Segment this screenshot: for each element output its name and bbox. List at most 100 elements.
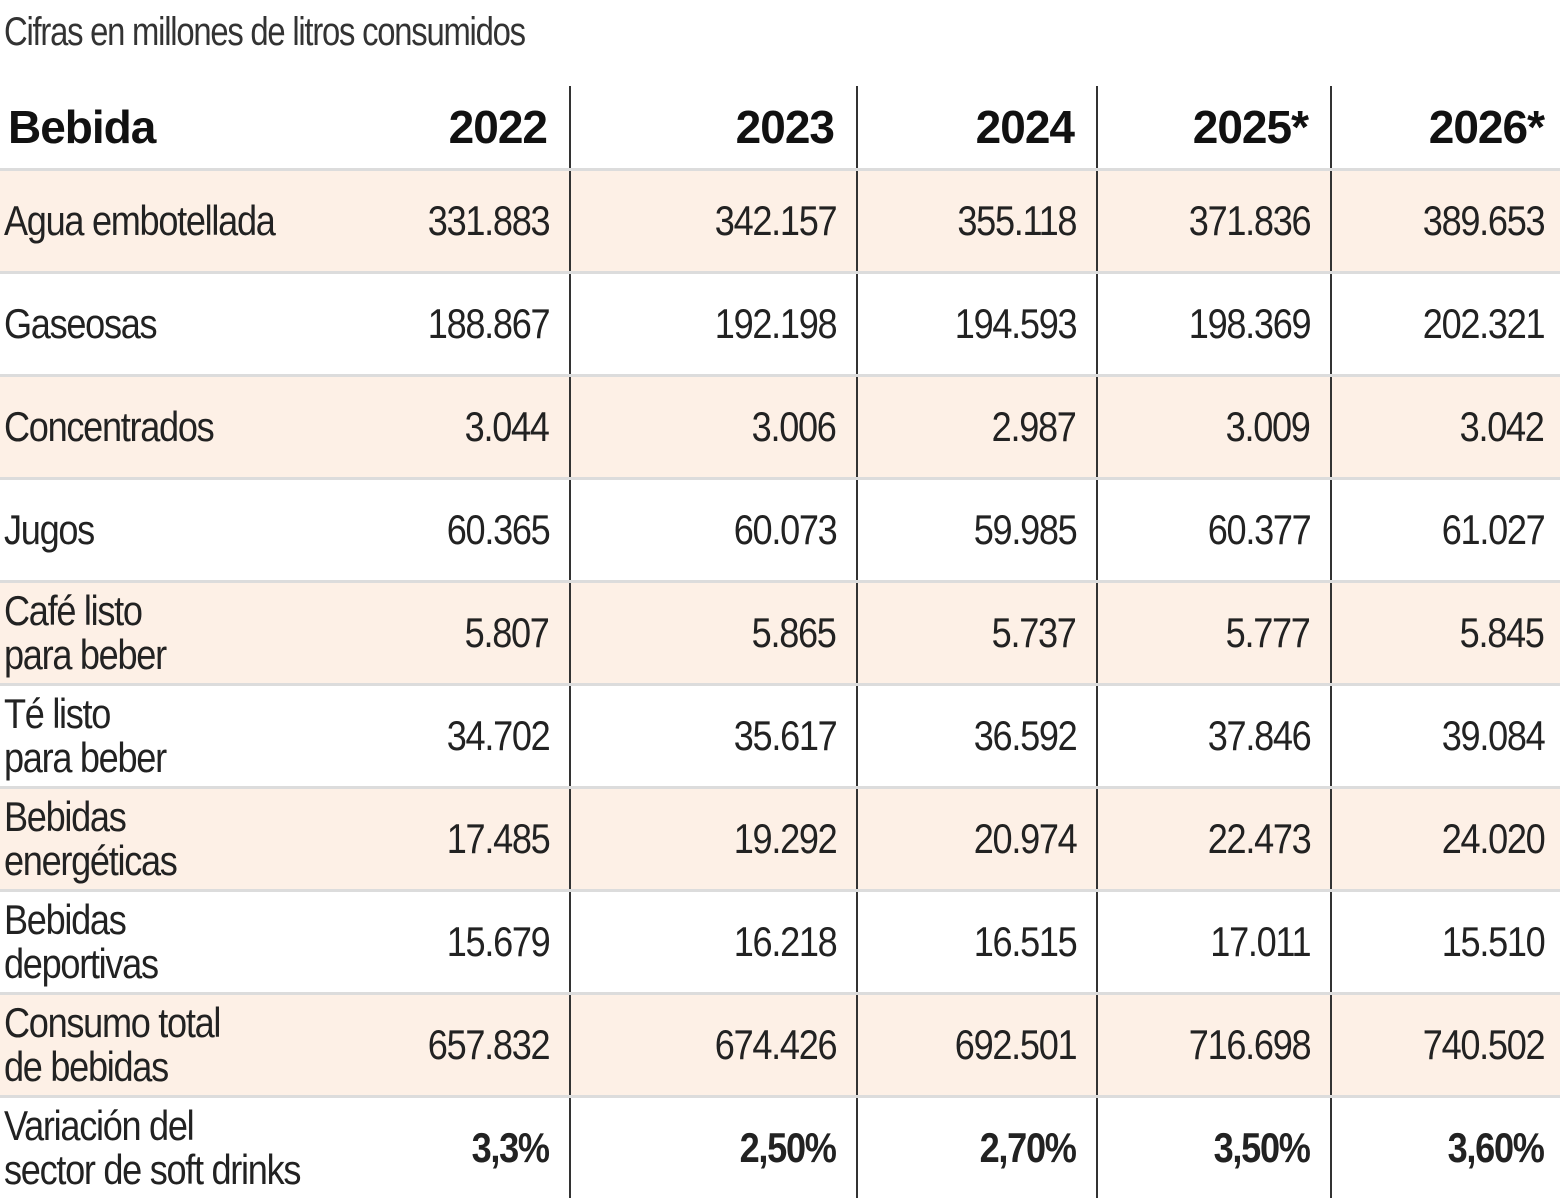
row-label-line: Consumo total — [4, 999, 221, 1046]
cell-value: 331.883 — [427, 197, 550, 244]
cell-value: 15.679 — [446, 918, 550, 965]
cell-value: 202.321 — [1422, 300, 1545, 347]
cell-agua-embotellada-2022: 331.883 — [358, 168, 571, 273]
cell-value: 192.198 — [714, 300, 837, 347]
cell-value: 692.501 — [954, 1021, 1077, 1068]
row-label-consumo-total: Consumo total de bebidas — [0, 992, 358, 1097]
cell-consumo-total-2026: 740.502 — [1331, 992, 1560, 1097]
cell-value: 2,50% — [740, 1124, 837, 1171]
cell-value: 3.006 — [752, 403, 837, 450]
table-row-variacion-sector: Variación del sector de soft drinks 3,3% 2,… — [0, 1095, 1560, 1198]
cell-value: 35.617 — [733, 712, 837, 759]
cell-gaseosas-2024: 194.593 — [857, 271, 1098, 376]
cell-bebidas-deportivas-2025: 17.011 — [1097, 889, 1332, 994]
cell-cafe-listo-2026: 5.845 — [1331, 580, 1560, 685]
cell-value: 16.218 — [733, 918, 837, 965]
cell-variacion-sector-2022: 3,3% — [358, 1095, 571, 1198]
cell-agua-embotellada-2023: 342.157 — [570, 168, 858, 273]
row-label-line: Bebidas — [4, 793, 127, 840]
row-label-agua-embotellada: Agua embotellada — [0, 168, 358, 273]
cell-value: 3,3% — [471, 1124, 550, 1171]
cell-value: 3.042 — [1460, 403, 1545, 450]
cell-bebidas-deportivas-2026: 15.510 — [1331, 889, 1560, 994]
cell-variacion-sector-2026: 3,60% — [1331, 1095, 1560, 1198]
header-2024: 2024 — [857, 86, 1098, 170]
cell-value: 674.426 — [714, 1021, 837, 1068]
cell-consumo-total-2022: 657.832 — [358, 992, 571, 1097]
cell-value: 39.084 — [1441, 712, 1545, 759]
cell-value: 60.073 — [733, 506, 837, 553]
table-row-jugos: Jugos 60.365 60.073 59.985 60.377 61.027 — [0, 477, 1560, 582]
header-2023: 2023 — [570, 86, 858, 170]
cell-value: 371.836 — [1188, 197, 1311, 244]
row-label-line: para beber — [4, 734, 167, 781]
cell-value: 5.845 — [1460, 609, 1545, 656]
row-label-cafe-listo: Café listo para beber — [0, 580, 358, 685]
cell-concentrados-2024: 2.987 — [857, 374, 1098, 479]
cell-cafe-listo-2024: 5.737 — [857, 580, 1098, 685]
cell-value: 740.502 — [1422, 1021, 1545, 1068]
row-label-variacion-sector: Variación del sector de soft drinks — [0, 1095, 358, 1198]
table-row-cafe-listo: Café listo para beber 5.807 5.865 5.737 5.777… — [0, 580, 1560, 685]
cell-value: 5.777 — [1226, 609, 1311, 656]
cell-gaseosas-2022: 188.867 — [358, 271, 571, 376]
cell-value: 19.292 — [733, 815, 837, 862]
cell-value: 60.365 — [446, 506, 550, 553]
cell-value: 716.698 — [1188, 1021, 1311, 1068]
cell-cafe-listo-2023: 5.865 — [570, 580, 858, 685]
cell-value: 61.027 — [1441, 506, 1545, 553]
cell-te-listo-2025: 37.846 — [1097, 683, 1332, 788]
cell-value: 24.020 — [1441, 815, 1545, 862]
cell-value: 60.377 — [1207, 506, 1311, 553]
row-label-line: Concentrados — [4, 403, 215, 450]
row-label-line: energéticas — [4, 837, 178, 884]
row-label-line: sector de soft drinks — [4, 1146, 301, 1193]
cell-gaseosas-2023: 192.198 — [570, 271, 858, 376]
cell-value: 17.011 — [1209, 918, 1311, 965]
header-2025: 2025* — [1097, 86, 1332, 170]
row-label-line: Jugos — [4, 506, 95, 553]
cell-value: 3,60% — [1448, 1124, 1545, 1171]
cell-value: 3.044 — [465, 403, 550, 450]
cell-value: 194.593 — [954, 300, 1077, 347]
cell-value: 37.846 — [1207, 712, 1311, 759]
cell-bebidas-energeticas-2025: 22.473 — [1097, 786, 1332, 891]
cell-te-listo-2026: 39.084 — [1331, 683, 1560, 788]
row-label-line: deportivas — [4, 940, 159, 987]
cell-bebidas-energeticas-2026: 24.020 — [1331, 786, 1560, 891]
row-label-line: Té listo — [4, 690, 111, 737]
row-label-line: Café listo — [4, 587, 143, 634]
cell-concentrados-2022: 3.044 — [358, 374, 571, 479]
cell-agua-embotellada-2026: 389.653 — [1331, 168, 1560, 273]
cell-value: 3.009 — [1226, 403, 1311, 450]
cell-gaseosas-2026: 202.321 — [1331, 271, 1560, 376]
table-body: Agua embotellada 331.883 342.157 355.118 371… — [0, 168, 1560, 1198]
table-row-bebidas-deportivas: Bebidas deportivas 15.679 16.218 16.515 17.01… — [0, 889, 1560, 994]
cell-cafe-listo-2022: 5.807 — [358, 580, 571, 685]
row-label-line: de bebidas — [4, 1043, 169, 1090]
cell-agua-embotellada-2025: 371.836 — [1097, 168, 1332, 273]
cell-jugos-2025: 60.377 — [1097, 477, 1332, 582]
cell-consumo-total-2024: 692.501 — [857, 992, 1098, 1097]
cell-jugos-2022: 60.365 — [358, 477, 571, 582]
cell-value: 5.865 — [752, 609, 837, 656]
header-2022: 2022 — [358, 86, 571, 170]
cell-consumo-total-2023: 674.426 — [570, 992, 858, 1097]
row-label-bebidas-energeticas: Bebidas energéticas — [0, 786, 358, 891]
cell-concentrados-2026: 3.042 — [1331, 374, 1560, 479]
row-label-jugos: Jugos — [0, 477, 358, 582]
table-row-agua-embotellada: Agua embotellada 331.883 342.157 355.118 371… — [0, 168, 1560, 273]
beverage-consumption-table: Bebida 2022 2023 2024 2025* 2026* Agua e… — [0, 86, 1560, 1198]
cell-value: 355.118 — [957, 197, 1077, 244]
table-row-te-listo: Té listo para beber 34.702 35.617 36.592 37.8… — [0, 683, 1560, 788]
cell-value: 657.832 — [427, 1021, 550, 1068]
header-row: Bebida 2022 2023 2024 2025* 2026* — [0, 86, 1560, 170]
cell-jugos-2024: 59.985 — [857, 477, 1098, 582]
cell-bebidas-energeticas-2024: 20.974 — [857, 786, 1098, 891]
row-label-line: para beber — [4, 631, 167, 678]
header-bebida: Bebida — [8, 101, 156, 153]
cell-value: 5.737 — [992, 609, 1077, 656]
cell-bebidas-deportivas-2022: 15.679 — [358, 889, 571, 994]
cell-value: 20.974 — [973, 815, 1077, 862]
cell-te-listo-2023: 35.617 — [570, 683, 858, 788]
